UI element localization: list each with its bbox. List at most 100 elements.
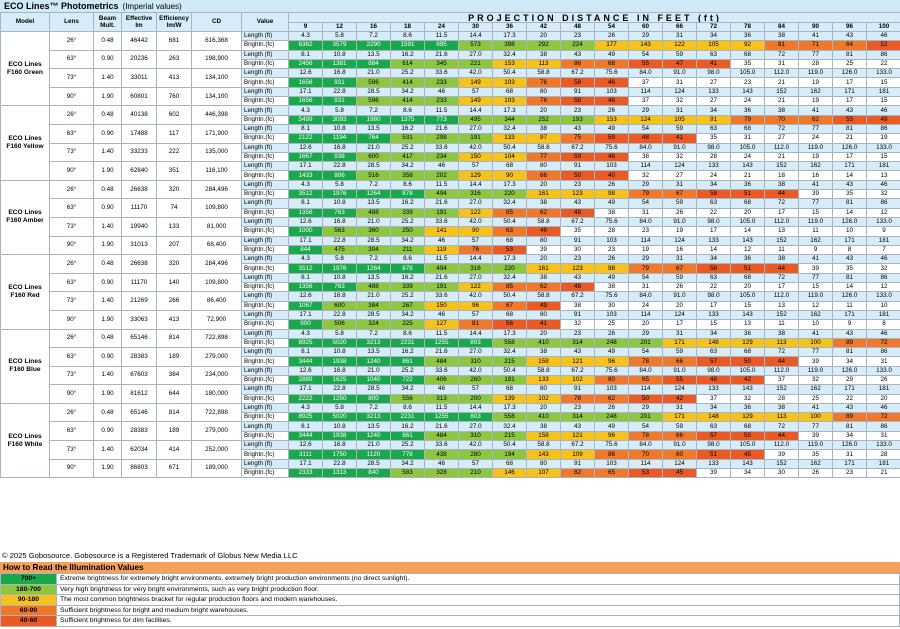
brightness-value: 38 — [628, 151, 663, 163]
brightness-label: Brightn.(fc) — [241, 244, 289, 256]
legend-row: 180-700 Very high brightness for very bri… — [0, 583, 900, 595]
length-value: 4.3 — [288, 105, 323, 116]
brightness-value: 24 — [628, 300, 663, 311]
brightness-value: 27 — [696, 77, 731, 88]
length-value: 80 — [526, 309, 561, 321]
candela: 86,400 — [191, 291, 242, 311]
brightness-value: 1000 — [288, 226, 323, 237]
length-value: 57 — [458, 235, 493, 246]
length-value: 54 — [628, 421, 663, 432]
brightness-value: 1433 — [288, 170, 323, 181]
length-value: 43 — [560, 49, 595, 60]
candela: 722,898 — [191, 402, 242, 423]
length-value: 63 — [696, 421, 731, 432]
length-value: 84.0 — [628, 291, 663, 302]
length-value: 67.2 — [560, 68, 595, 79]
efficiency: 222 — [156, 142, 192, 163]
length-value: 14.4 — [458, 328, 493, 339]
brightness-value: 100 — [798, 412, 833, 423]
length-value: 114 — [628, 309, 663, 321]
effective-lm: 33063 — [121, 309, 157, 330]
brightness-value: 85 — [492, 281, 527, 293]
legend-text: Sufficient brightness for dim facilities… — [56, 615, 900, 627]
table-row-length: ECO Lines F160 White 26° 0.48 65146 814 722,8… — [0, 402, 900, 479]
brightness-value: 50 — [628, 393, 663, 404]
length-value: 59 — [662, 347, 697, 358]
distance-header: 66 — [662, 22, 697, 32]
brightness-value: 158 — [526, 356, 561, 367]
brightness-label: Brightn.(fc) — [241, 393, 289, 404]
brightness-value: 41 — [662, 133, 697, 144]
brightness-value: 600 — [356, 151, 391, 163]
brightness-value: 129 — [458, 170, 493, 181]
brightness-value: 19 — [798, 151, 833, 163]
length-value: 33.6 — [424, 142, 459, 153]
length-label: Length (ft) — [241, 161, 289, 172]
length-value: 14.4 — [458, 402, 493, 414]
distance-header: 90 — [798, 22, 833, 32]
length-value: 112.0 — [764, 291, 799, 302]
table-row-brightness: Brightn.(fc) 8925 5020 3213 2231 1255 803 558 41… — [1, 412, 900, 423]
length-value: 26 — [594, 254, 629, 265]
brightness-value: 171 — [662, 412, 697, 423]
brightness-value: 1976 — [322, 263, 357, 274]
length-value: 32.4 — [492, 272, 527, 284]
length-value: 11.5 — [424, 179, 459, 191]
brightness-value: 31 — [628, 207, 663, 218]
candela: 189,000 — [191, 458, 242, 479]
model-name: ECO Lines F160 Amber — [0, 179, 50, 256]
brightness-value: 14 — [832, 207, 867, 218]
table-row-length: 63° 0.90 17488 117 171,900 Length (ft) 8.1 10.8… — [1, 123, 900, 144]
brightness-value: 3512 — [288, 189, 323, 200]
length-value: 114 — [628, 235, 663, 246]
brightness-value: 107 — [526, 467, 561, 479]
length-value: 43 — [832, 105, 867, 116]
brightness-value: 96 — [594, 356, 629, 367]
length-value: 86 — [865, 272, 900, 284]
length-value: 67.2 — [560, 216, 595, 228]
candela: 722,898 — [191, 328, 242, 349]
length-value: 23 — [560, 30, 595, 42]
candela: 616,368 — [191, 31, 242, 51]
length-value: 57 — [458, 458, 493, 469]
length-value: 28.5 — [356, 235, 391, 246]
length-value: 34 — [696, 105, 731, 116]
length-value: 43 — [832, 402, 867, 414]
brightness-label: Brightn.(fc) — [241, 207, 289, 218]
brightness-value: 10 — [832, 226, 867, 237]
length-value: 34 — [696, 328, 731, 339]
length-value: 41 — [798, 402, 833, 414]
length-value: 114 — [628, 86, 663, 98]
length-value: 91.0 — [662, 68, 697, 79]
lens-angle: 73° — [49, 291, 94, 311]
length-value: 21.6 — [424, 49, 459, 60]
brightness-value: 1264 — [356, 263, 391, 274]
brightness-value: 79 — [628, 189, 663, 200]
length-value: 63 — [696, 272, 731, 284]
brightness-value: 13 — [865, 170, 900, 181]
brightness-value: 11 — [764, 244, 799, 256]
length-value: 33.6 — [424, 68, 459, 79]
brightness-value: 44 — [764, 430, 799, 442]
length-value: 46 — [424, 161, 459, 172]
brightness-value: 65 — [628, 374, 663, 386]
header-lens: Lens — [49, 12, 94, 32]
efficiency: 760 — [156, 86, 192, 107]
brightness-value: 15 — [865, 96, 900, 107]
brightness-value: 191 — [424, 207, 459, 218]
length-value: 21.0 — [356, 142, 391, 153]
length-value: 5.8 — [322, 328, 357, 339]
length-value: 29 — [628, 179, 663, 191]
length-value: 25.2 — [390, 440, 425, 451]
brightness-value: 304 — [356, 244, 391, 256]
length-value: 28.5 — [356, 384, 391, 395]
length-value: 126.0 — [832, 142, 867, 153]
length-value: 25.2 — [390, 216, 425, 228]
brightness-value: 46 — [526, 226, 561, 237]
candela: 135,000 — [191, 142, 242, 163]
efficiency: 320 — [156, 254, 192, 274]
table-row-length: 73° 1.40 67603 384 234,000 Length (ft) 12.6 16.… — [1, 365, 900, 386]
length-value: 59 — [662, 272, 697, 284]
effective-lm: 33011 — [121, 68, 157, 88]
efficiency: 133 — [156, 216, 192, 237]
